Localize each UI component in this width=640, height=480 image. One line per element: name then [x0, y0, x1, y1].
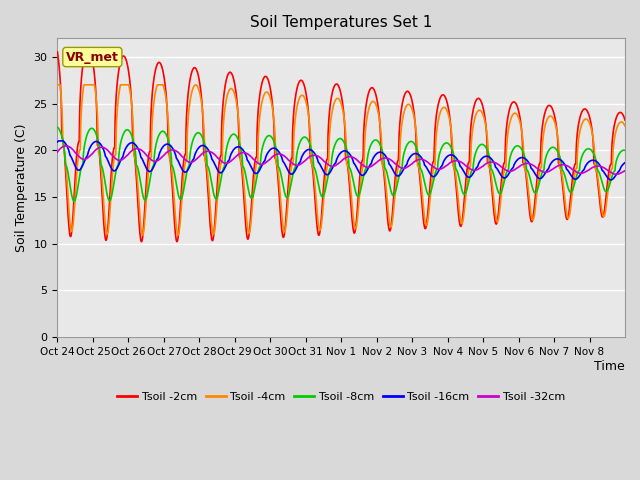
- Legend: Tsoil -2cm, Tsoil -4cm, Tsoil -8cm, Tsoil -16cm, Tsoil -32cm: Tsoil -2cm, Tsoil -4cm, Tsoil -8cm, Tsoi…: [113, 387, 570, 407]
- X-axis label: Time: Time: [595, 360, 625, 372]
- Title: Soil Temperatures Set 1: Soil Temperatures Set 1: [250, 15, 433, 30]
- Y-axis label: Soil Temperature (C): Soil Temperature (C): [15, 123, 28, 252]
- Text: VR_met: VR_met: [66, 50, 119, 63]
